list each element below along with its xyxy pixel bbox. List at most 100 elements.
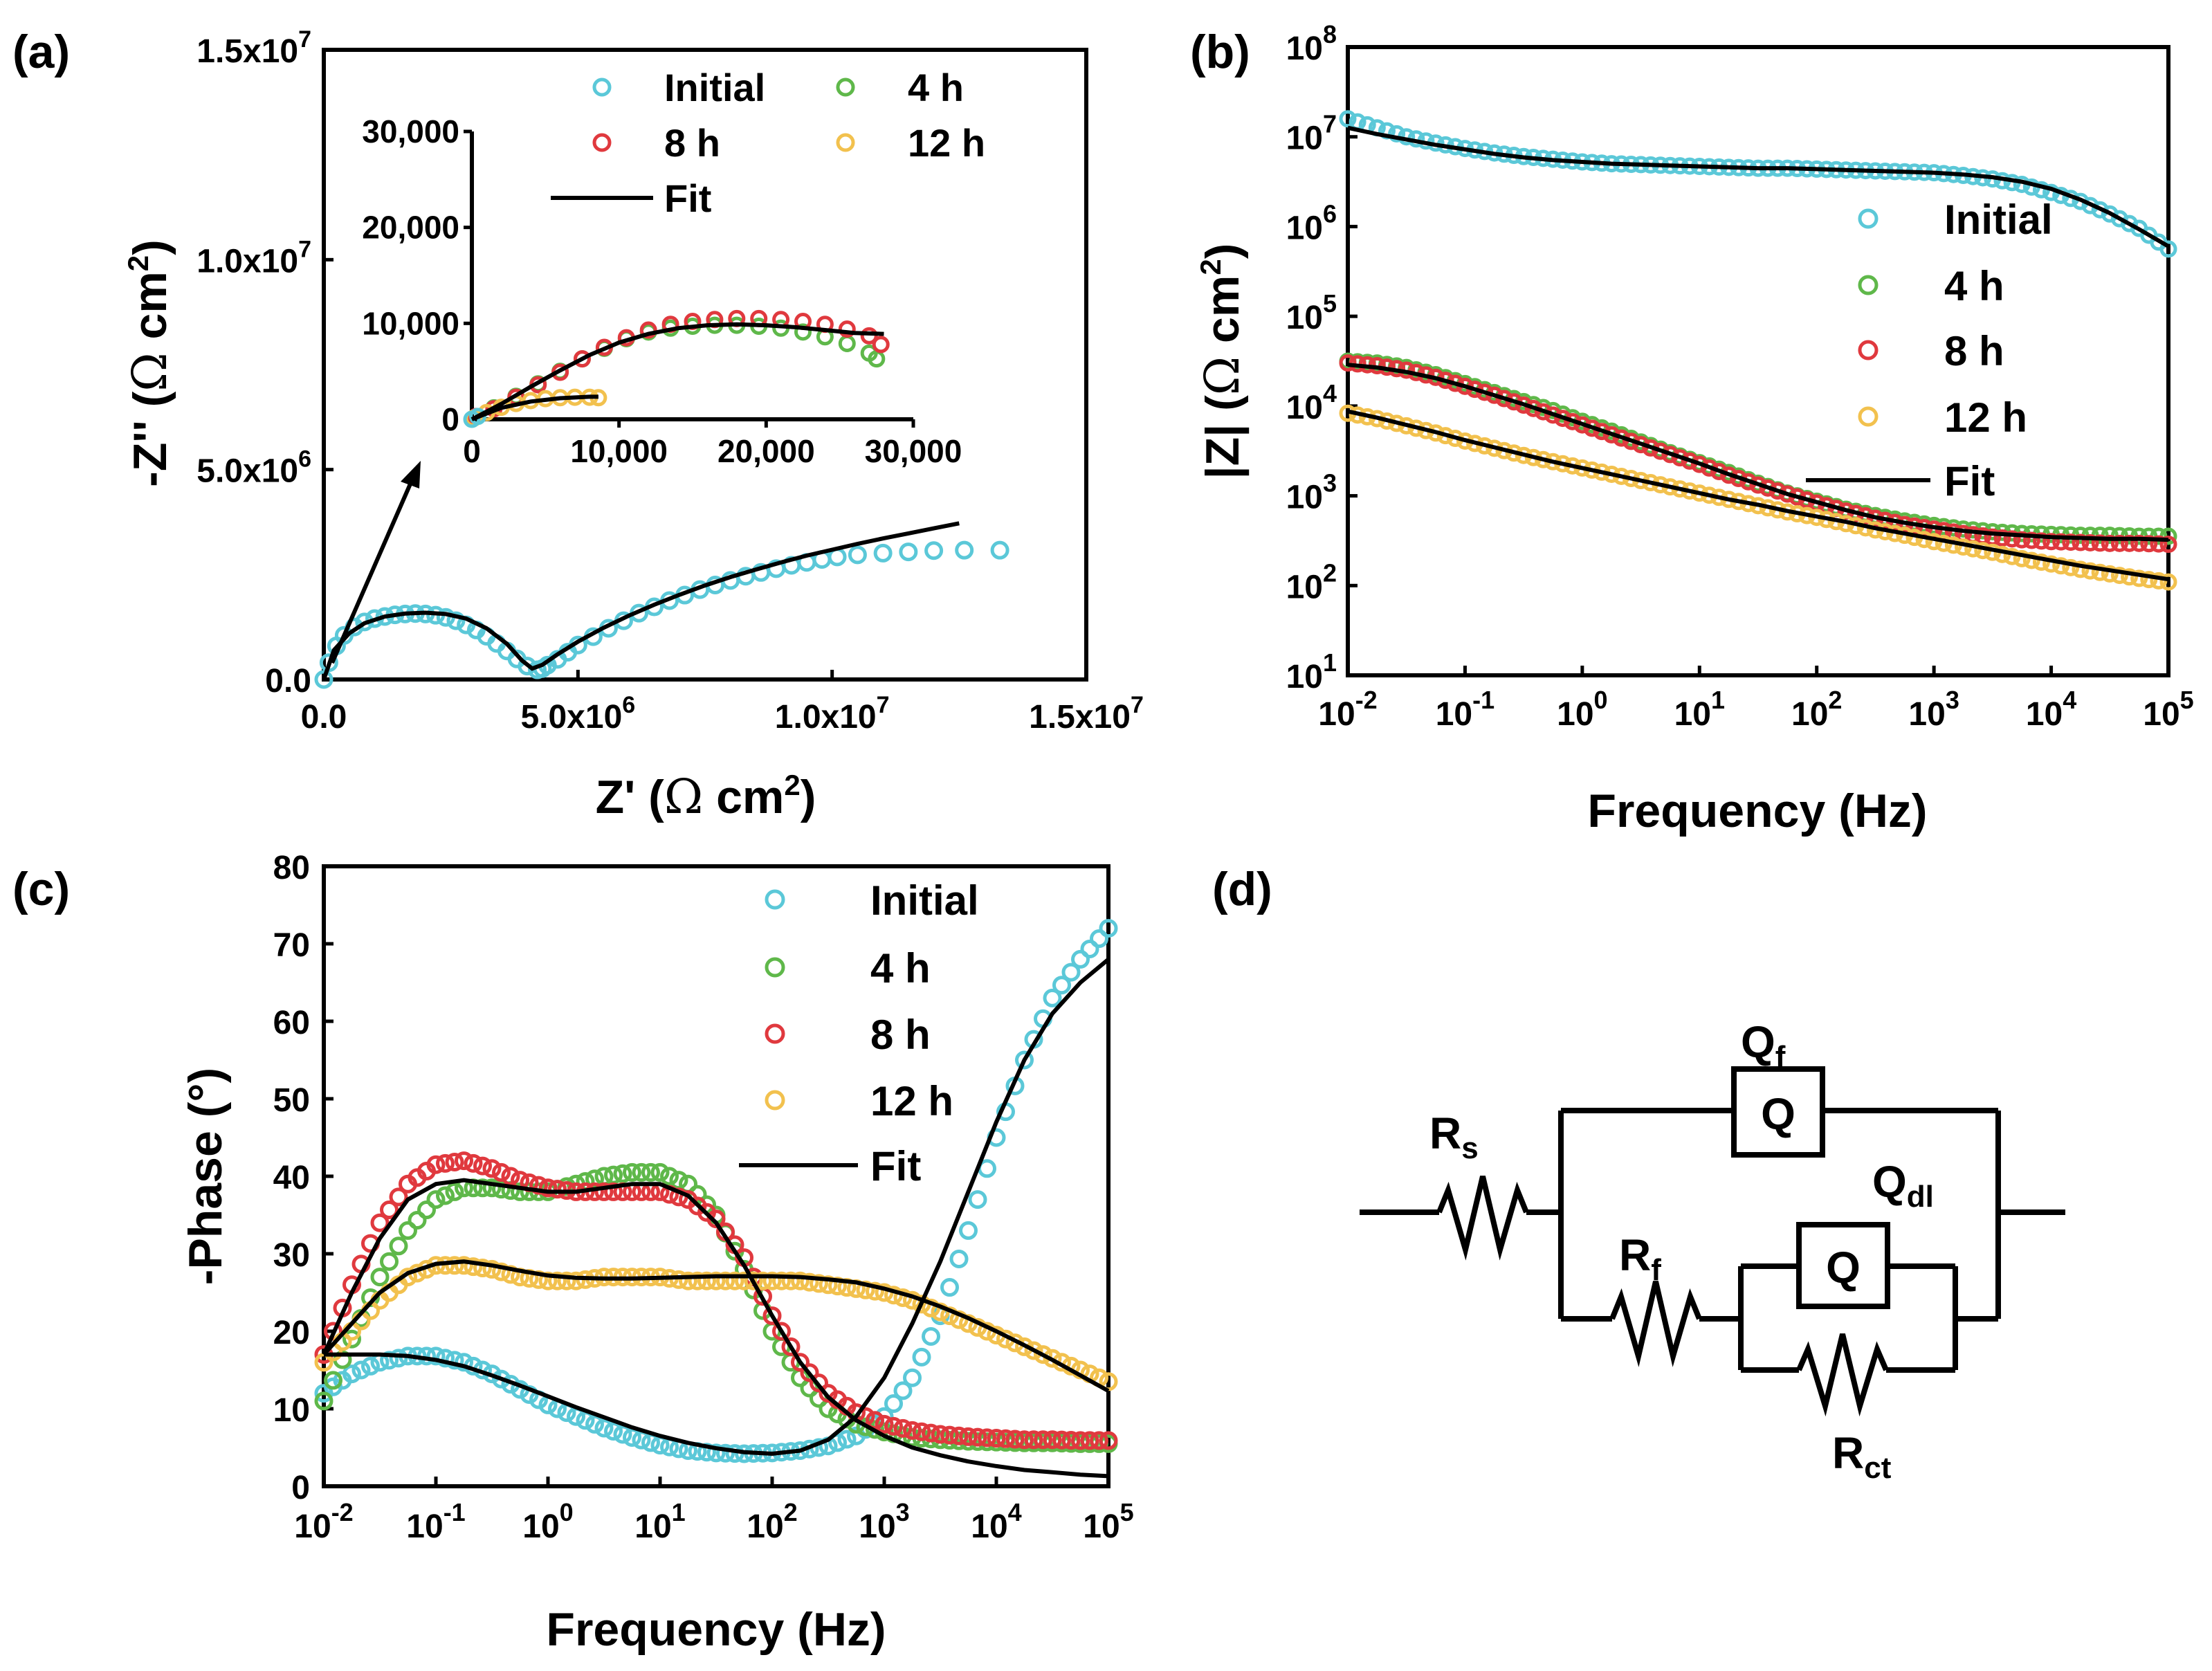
c-point-12h xyxy=(538,1271,558,1290)
a-ytick-label: 1.0x107 xyxy=(196,236,311,280)
c-point-8h xyxy=(996,1429,1015,1448)
legend-c-4h-label: 4 h xyxy=(870,945,931,992)
inset-xtick-label: 30,000 xyxy=(865,433,962,469)
legend-b-8h-label: 8 h xyxy=(1944,328,2004,374)
inset-ytick-label: 30,000 xyxy=(362,113,459,149)
c-point-12h xyxy=(688,1271,707,1290)
c-point-12h xyxy=(781,1271,801,1290)
c-point-8h xyxy=(1034,1430,1052,1450)
cpe-qf-symbol: Q xyxy=(1761,1089,1795,1139)
b-point-8h xyxy=(1339,354,1357,372)
c-point-Initial xyxy=(893,1381,913,1400)
c-point-8h xyxy=(445,1152,464,1171)
c-point-Initial xyxy=(1052,976,1071,995)
c-point-8h xyxy=(436,1153,455,1173)
c-point-12h xyxy=(744,1271,763,1290)
c-point-4h xyxy=(482,1178,502,1198)
panel-a: (a) 0.0 5.0x106 1.0x107 1.5x107 0.0 5.0x106 1… xyxy=(12,26,1144,825)
b-point-8h xyxy=(2032,532,2050,550)
c-ytick-label: 30 xyxy=(273,1237,310,1274)
b-ytick-label: 103 xyxy=(1286,469,1337,516)
panel-c-x-axis-title: Frequency (Hz) xyxy=(546,1603,886,1656)
c-point-8h xyxy=(1005,1430,1025,1449)
c-point-8h xyxy=(370,1213,390,1232)
inset-data xyxy=(463,309,890,428)
c-point-12h xyxy=(473,1259,492,1278)
legend-b-fit-label: Fit xyxy=(1944,458,1995,504)
c-point-8h xyxy=(1061,1431,1081,1450)
c-ytick-label: 80 xyxy=(273,850,310,886)
b-point-8h xyxy=(2062,533,2080,551)
c-point-8h xyxy=(1071,1431,1090,1450)
c-point-Initial xyxy=(445,1351,464,1370)
b-point-Initial xyxy=(1339,110,1357,128)
c-point-12h xyxy=(706,1271,726,1290)
inset-point-8h xyxy=(639,321,657,339)
b-point-Initial xyxy=(2159,240,2177,258)
c-point-Initial xyxy=(903,1368,922,1387)
c-point-8h xyxy=(968,1427,987,1447)
legend-c-fit-label: Fit xyxy=(870,1143,921,1189)
a-fit-line xyxy=(322,521,960,680)
c-point-8h xyxy=(594,1182,614,1201)
a-point-Initial xyxy=(955,540,974,560)
inset-point-8h xyxy=(872,336,890,354)
inset-xtick-label: 0 xyxy=(463,433,481,469)
c-point-12h xyxy=(791,1271,810,1290)
c-point-4h xyxy=(613,1164,632,1183)
c-point-12h xyxy=(679,1271,697,1290)
inset-fit-line-0 xyxy=(470,322,884,421)
b-point-12h xyxy=(2032,554,2050,572)
c-point-Initial xyxy=(632,1430,651,1450)
c-point-8h xyxy=(455,1151,473,1171)
b-point-12h xyxy=(2091,563,2109,581)
legend-c-4h-marker xyxy=(765,957,785,978)
inset-ytick-label: 10,000 xyxy=(362,305,459,341)
b-point-12h xyxy=(2042,555,2060,573)
c-ytick-label: 20 xyxy=(273,1315,310,1351)
c-point-4h xyxy=(660,1167,679,1186)
c-point-12h xyxy=(1034,1345,1052,1364)
panel-b-plot-frame xyxy=(1346,45,2170,677)
c-point-Initial xyxy=(922,1326,940,1346)
b-point-12h xyxy=(2072,560,2090,578)
a-ytick-label: 1.5x107 xyxy=(196,26,311,70)
c-point-8h xyxy=(884,1416,903,1436)
c-point-4h xyxy=(399,1221,417,1240)
c-point-8h xyxy=(931,1425,950,1444)
legend-a-8h-marker xyxy=(592,133,612,152)
c-point-4h xyxy=(389,1236,408,1256)
b-xtick-label: 100 xyxy=(1557,686,1607,733)
b-point-8h xyxy=(2159,536,2177,554)
c-point-Initial xyxy=(361,1356,380,1376)
c-point-12h xyxy=(866,1281,884,1301)
a-point-Initial xyxy=(899,542,918,562)
c-xtick-label: 104 xyxy=(971,1498,1021,1545)
a-point-Initial xyxy=(990,540,1009,560)
panel-a-x-axis-title: Z' (Ω cm2) xyxy=(596,769,816,825)
b-ytick-label: 107 xyxy=(1286,110,1337,157)
panel-a-data xyxy=(314,521,1009,689)
legend-c-12h-marker xyxy=(765,1090,785,1111)
label-rf: Rf xyxy=(1619,1230,1661,1287)
b-point-8h xyxy=(2081,533,2099,551)
inset-point-8h xyxy=(838,320,856,338)
c-point-12h xyxy=(669,1270,688,1289)
panel-b-x-axis-title: Frequency (Hz) xyxy=(1587,785,1927,837)
legend-c-8h-marker xyxy=(765,1023,785,1044)
c-point-8h xyxy=(912,1422,931,1441)
c-point-12h xyxy=(753,1271,772,1290)
c-point-8h xyxy=(949,1426,969,1445)
c-point-4h xyxy=(641,1162,660,1182)
c-point-4h xyxy=(473,1178,492,1198)
inset-x-ticks: 0 10,000 20,000 30,000 xyxy=(463,419,962,469)
b-point-8h xyxy=(2110,534,2128,552)
c-point-12h xyxy=(762,1271,782,1290)
c-point-8h xyxy=(866,1411,884,1430)
c-point-4h xyxy=(417,1200,436,1220)
c-point-Initial xyxy=(884,1394,903,1414)
c-point-12h xyxy=(548,1271,567,1290)
a-point-Initial xyxy=(314,670,333,689)
